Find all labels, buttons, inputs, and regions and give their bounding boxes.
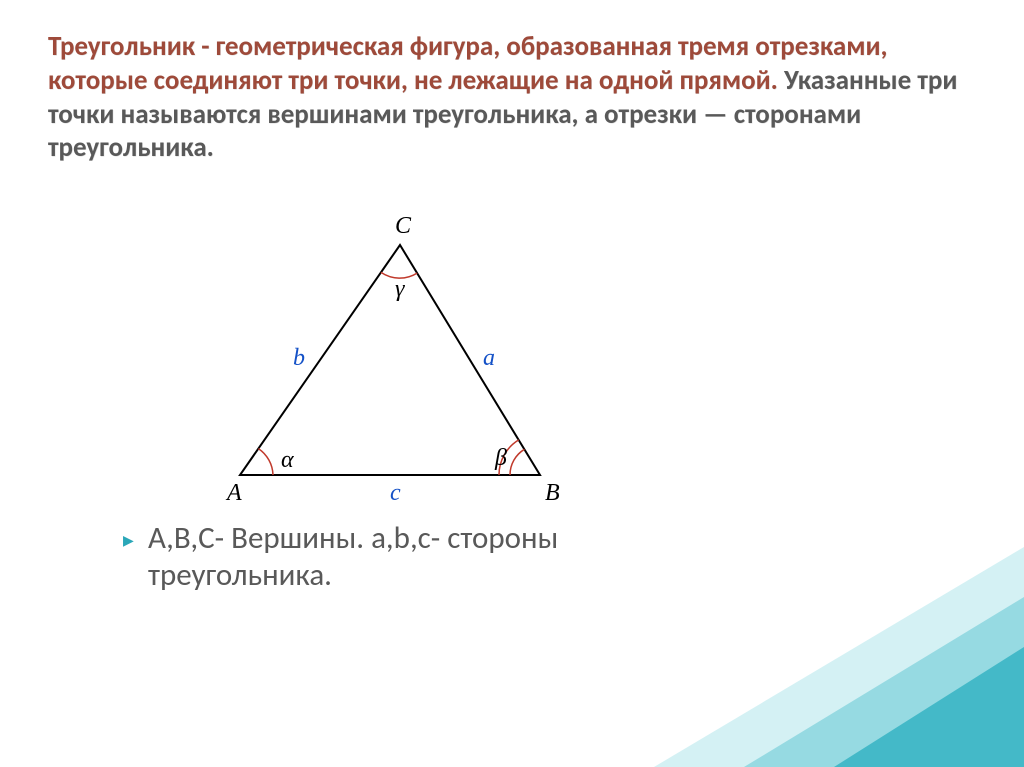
triangle-svg: A B C a b c α β γ [215, 215, 575, 515]
caption-block: ▶ A,B,C- Вершины. a,b,c- стороны треугол… [148, 520, 848, 594]
svg-text:A: A [225, 480, 242, 506]
slide: Треугольник - геометрическая фигура, обр… [0, 0, 1024, 767]
svg-text:B: B [545, 480, 560, 506]
svg-text:β: β [494, 445, 507, 471]
bullet-icon: ▶ [123, 533, 134, 550]
slide-title: Треугольник - геометрическая фигура, обр… [48, 30, 978, 165]
svg-text:a: a [483, 345, 495, 371]
svg-text:γ: γ [395, 276, 405, 302]
caption-line-1: A,B,C- Вершины. a,b,c- стороны [148, 519, 558, 557]
svg-text:b: b [293, 345, 305, 371]
triangle-diagram: A B C a b c α β γ [215, 215, 575, 515]
caption-line-2: треугольника. [148, 556, 332, 594]
svg-text:c: c [390, 480, 401, 506]
title-part-1: Треугольник - геометрическая фигура, обр… [48, 30, 887, 97]
svg-text:C: C [395, 215, 412, 239]
svg-text:α: α [281, 447, 294, 473]
